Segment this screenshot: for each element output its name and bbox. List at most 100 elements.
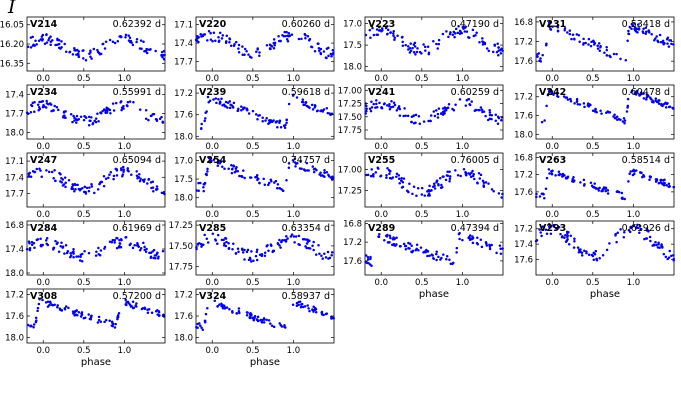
data-point (472, 34, 476, 38)
data-point (135, 302, 138, 305)
data-point (237, 250, 240, 254)
data-point (79, 115, 83, 118)
ytick-label: 18.0 (514, 130, 533, 140)
data-point (446, 170, 449, 173)
data-point (26, 45, 30, 49)
xtick-label: 0.0 (36, 74, 50, 84)
data-point (262, 321, 266, 324)
data-point (52, 108, 55, 112)
data-point (414, 121, 417, 125)
data-point (314, 253, 318, 256)
data-point (636, 223, 639, 227)
data-point (587, 253, 591, 257)
xtick-label: 1.0 (118, 74, 132, 84)
panel-frame-v293 (535, 220, 675, 276)
data-point (386, 25, 389, 28)
data-point (402, 177, 406, 180)
xtick-label: 0.0 (545, 142, 559, 152)
period-label-v234: 0.55991 d (113, 87, 161, 98)
data-point (301, 98, 305, 101)
data-point (285, 37, 289, 41)
data-point (216, 233, 220, 237)
data-point (414, 113, 418, 117)
data-point (380, 27, 384, 30)
data-point (281, 189, 285, 193)
data-point (392, 30, 395, 33)
data-point (155, 185, 159, 188)
period-label-v293: 0.61926 d (622, 223, 670, 234)
data-point (72, 255, 75, 259)
data-point (325, 170, 329, 174)
data-point (29, 324, 33, 327)
data-point (75, 255, 78, 258)
data-point (246, 248, 250, 252)
data-point (76, 52, 80, 55)
data-point (305, 242, 309, 245)
data-point (540, 120, 544, 124)
data-point (541, 225, 545, 228)
data-point (237, 47, 240, 50)
data-point (292, 235, 296, 238)
data-point (382, 102, 386, 106)
data-point (102, 184, 106, 188)
data-point (110, 324, 114, 327)
xtick-label: 0.0 (36, 346, 50, 356)
xtick-label: 1.0 (456, 74, 470, 84)
data-point (60, 176, 63, 180)
data-point (404, 247, 408, 251)
data-point (197, 40, 200, 44)
data-point (323, 252, 326, 255)
data-point (425, 248, 428, 252)
period-label-v247: 0.65094 d (113, 155, 161, 166)
data-point (501, 49, 504, 53)
data-point (37, 39, 41, 43)
data-point (273, 181, 276, 184)
data-point (471, 174, 475, 178)
data-point (556, 25, 560, 29)
data-point (38, 100, 41, 104)
panel-frame-v284 (26, 220, 166, 276)
data-point (131, 306, 135, 310)
period-label-v231: 0.53418 d (622, 19, 670, 30)
data-point (75, 114, 79, 118)
period-label-v308: 0.57200 d (113, 291, 161, 302)
data-point (270, 244, 273, 247)
xtick-label: 0.0 (374, 210, 388, 220)
data-point (420, 186, 424, 190)
data-point (56, 304, 59, 307)
panel-frame-v223 (364, 16, 504, 72)
data-point (442, 175, 445, 178)
data-point (448, 170, 451, 173)
data-point (386, 28, 390, 32)
data-point (96, 112, 99, 115)
data-point (582, 178, 586, 182)
data-point (74, 183, 77, 187)
data-point (548, 21, 551, 24)
data-point (127, 39, 131, 42)
ytick-label: 18.0 (5, 129, 24, 139)
data-point (55, 106, 59, 109)
data-point (53, 104, 56, 108)
data-point (419, 246, 423, 249)
data-point (364, 33, 368, 37)
data-point (605, 48, 609, 52)
data-point (258, 51, 261, 54)
data-point (538, 195, 542, 198)
data-point (385, 173, 388, 177)
data-point (567, 231, 570, 234)
period-label-v242: 0.60478 d (622, 87, 670, 98)
data-point (566, 176, 569, 180)
ytick-label: 17.2 (514, 225, 533, 235)
xtick-label: 0.5 (586, 74, 600, 84)
data-point (311, 165, 315, 168)
data-point (629, 170, 632, 173)
data-point (546, 93, 550, 97)
data-point (569, 99, 573, 103)
ytick-label: 17.2 (514, 93, 533, 103)
ytick-label: 18.0 (174, 132, 193, 142)
ytick-label: 16.20 (0, 40, 24, 50)
data-point (383, 238, 386, 242)
data-point (621, 196, 624, 200)
data-point (29, 175, 33, 178)
data-point (54, 179, 57, 183)
